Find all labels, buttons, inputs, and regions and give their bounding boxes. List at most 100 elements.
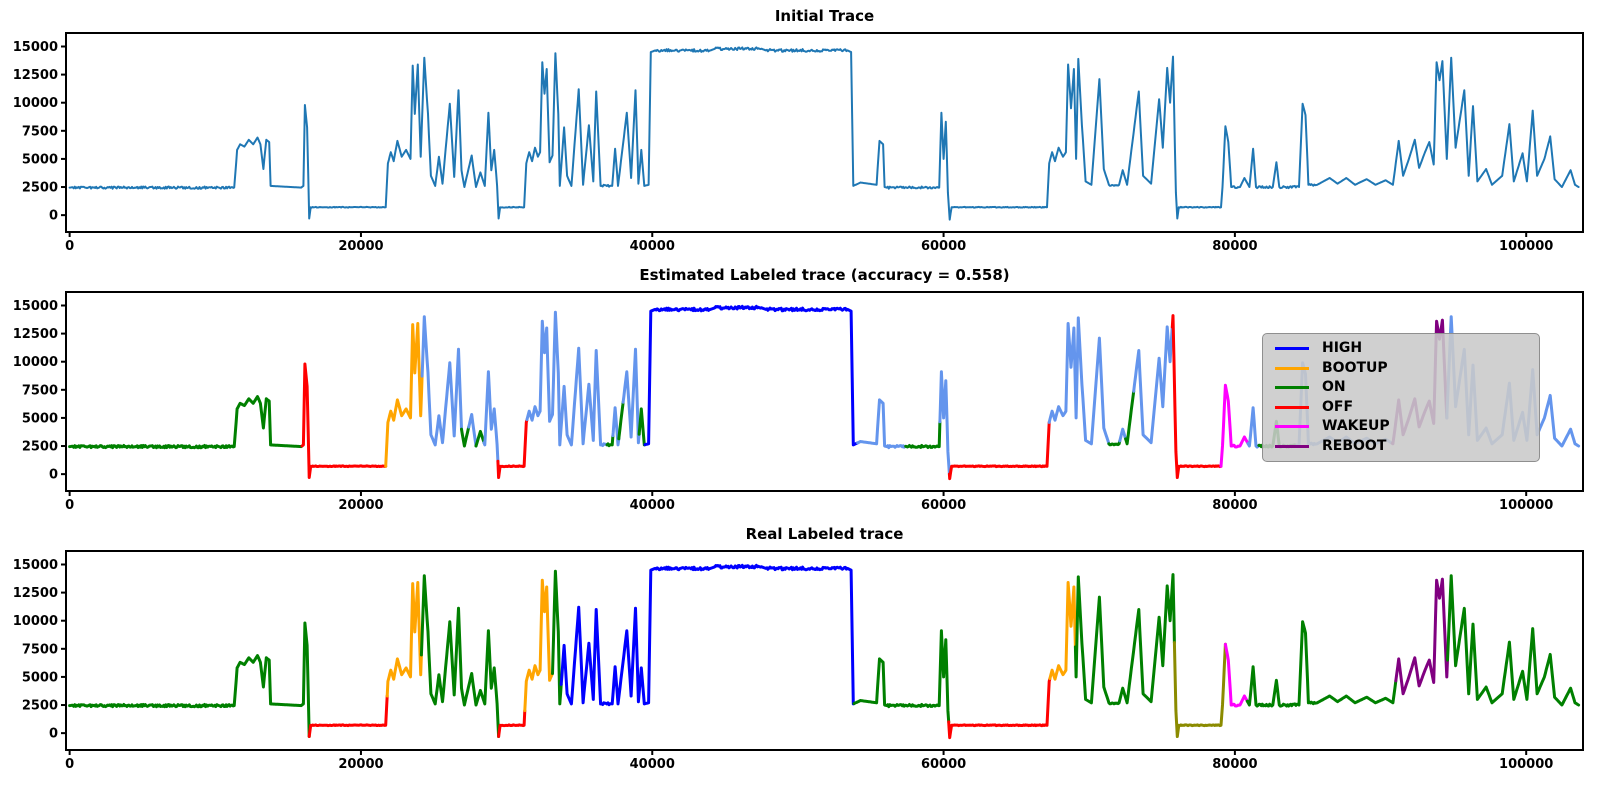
trace-line <box>68 46 1580 221</box>
trace-segment-on <box>551 569 563 706</box>
legend-line-wakeup-icon <box>1275 425 1309 428</box>
legend-label-reboot: REBOOT <box>1322 437 1387 454</box>
legend-label-high: HIGH <box>1322 340 1363 356</box>
x-tick-label: 80000 <box>1212 757 1257 772</box>
plot-border <box>65 550 1584 751</box>
trace-segment-on <box>1107 439 1122 447</box>
trace-segment-on <box>904 420 942 449</box>
y-tick-label: 10000 <box>13 614 58 629</box>
trace-segment-on <box>474 429 486 448</box>
legend-entry-reboot: REBOOT <box>1275 437 1527 454</box>
legend-line-off-icon <box>1275 405 1309 409</box>
trace-segment-on <box>419 574 501 738</box>
y-tick-label: 10000 <box>13 355 58 370</box>
trace-segment-off <box>496 418 529 479</box>
x-tick-label: 100000 <box>1499 757 1553 772</box>
plot3-title: Real Labeled trace <box>745 525 904 543</box>
subplot-2: 0 20000 40000 60000 80000 100000 0 2500 5000 7500… <box>13 291 1584 513</box>
x-tick-label: 60000 <box>921 757 966 772</box>
trace-segment-on <box>460 425 471 448</box>
trace-segment-wakeup <box>1223 642 1249 708</box>
legend-label-off: OFF <box>1322 398 1354 415</box>
trace-segment-unlabeled <box>482 370 500 463</box>
x-tick-label: 80000 <box>1212 239 1257 254</box>
plot-border <box>65 32 1584 233</box>
trace-segment-off <box>497 709 527 738</box>
x-tick-label: 40000 <box>630 498 675 513</box>
trace-segment-high <box>643 304 860 447</box>
x-tick-label: 100000 <box>1499 498 1553 513</box>
trace-segment-unlabeled <box>1118 427 1128 443</box>
trace-segment-unlabeled <box>1246 406 1261 449</box>
subplot-1: 0 20000 40000 60000 80000 100000 0 2500 5000 7500… <box>13 32 1584 254</box>
trace-segment-on <box>68 621 311 738</box>
x-tick-label: 20000 <box>338 498 383 513</box>
x-tick-label: 0 <box>65 239 74 254</box>
trace-segment-unlabeled <box>467 413 478 448</box>
y-tick-label: 0 <box>49 209 58 224</box>
y-tick-label: 12500 <box>13 327 58 342</box>
trace-segment-off <box>300 362 388 479</box>
trace-segment-high <box>559 563 856 707</box>
y-tick-label: 15000 <box>13 558 58 573</box>
trace-segment-unlabeled <box>611 406 621 447</box>
y-tick-label: 5000 <box>22 670 58 685</box>
y-tick-label: 7500 <box>22 642 58 657</box>
y-tick-label: 15000 <box>13 299 58 314</box>
y-tick-label: 7500 <box>22 383 58 398</box>
trace-segment-off <box>1170 314 1223 479</box>
trace-segment-on <box>1124 389 1136 446</box>
trace-segment-unlabeled <box>856 398 908 450</box>
y-tick-label: 2500 <box>22 699 58 714</box>
trace-segment-on <box>605 434 615 448</box>
trace-segment-unlabeled <box>938 370 951 476</box>
trace-segment-on <box>852 629 951 724</box>
x-tick-label: 20000 <box>338 757 383 772</box>
trace-segment-on <box>637 407 647 447</box>
y-tick-label: 5000 <box>22 152 58 167</box>
legend-label-on: ON <box>1322 379 1346 395</box>
trace-segment-bootup <box>384 322 424 468</box>
trace-segment-unlabeled <box>420 315 463 447</box>
y-tick-label: 2500 <box>22 181 58 196</box>
trace-segment-bootup <box>385 581 423 698</box>
trace-segment-unlabeled <box>621 347 641 445</box>
trace-segment-idle_low <box>1172 641 1227 738</box>
x-tick-label: 40000 <box>630 239 675 254</box>
plot2-title: Estimated Labeled trace (accuracy = 0.55… <box>639 266 1010 284</box>
legend-entry-off: OFF <box>1275 398 1527 415</box>
y-tick-label: 2500 <box>22 440 58 455</box>
trace-segment-on <box>68 395 304 450</box>
x-tick-label: 0 <box>65 498 74 513</box>
x-tick-label: 60000 <box>921 239 966 254</box>
legend-line-reboot-icon <box>1275 444 1309 448</box>
y-tick-label: 15000 <box>13 40 58 55</box>
trace-segment-wakeup <box>1219 383 1250 468</box>
y-tick-label: 7500 <box>22 124 58 139</box>
legend-entry-high: HIGH <box>1275 341 1527 356</box>
y-tick-label: 10000 <box>13 96 58 111</box>
trace-segment-bootup <box>1048 581 1077 681</box>
trace-segment-unlabeled <box>1047 316 1111 446</box>
legend-line-on-icon <box>1275 386 1309 389</box>
x-tick-label: 100000 <box>1499 239 1553 254</box>
trace-segment-off <box>307 694 389 738</box>
legend-entry-wakeup: WAKEUP <box>1275 419 1527 434</box>
legend-line-high-icon <box>1275 347 1309 350</box>
y-tick-label: 12500 <box>13 68 58 83</box>
x-tick-label: 40000 <box>630 757 675 772</box>
legend: HIGH BOOTUP ON OFF WAKEUP REBOOT <box>1262 333 1540 462</box>
legend-label-bootup: BOOTUP <box>1322 359 1388 376</box>
trace-segment-on <box>617 400 625 441</box>
trace-segment-unlabeled <box>1132 325 1174 445</box>
trace-segment-on <box>1245 620 1398 708</box>
legend-line-bootup-icon <box>1275 366 1309 370</box>
x-tick-label: 80000 <box>1212 498 1257 513</box>
y-tick-label: 5000 <box>22 411 58 426</box>
trace-segment-reboot <box>1394 577 1449 696</box>
trace-segment-on <box>1446 574 1581 707</box>
plot-border <box>65 291 1584 492</box>
legend-entry-on: ON <box>1275 380 1527 395</box>
